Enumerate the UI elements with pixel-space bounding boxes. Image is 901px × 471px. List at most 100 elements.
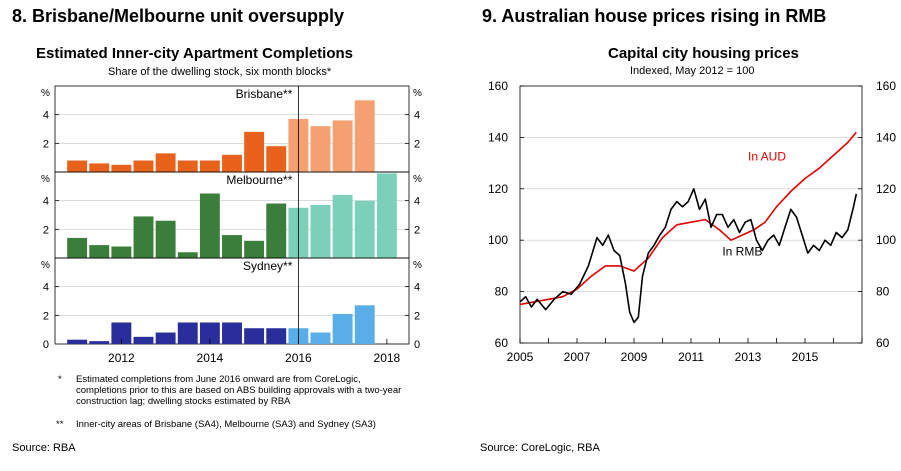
y-tick-label: 4 [43,196,49,208]
x-tick-label: 2014 [197,351,224,365]
bar [133,336,154,344]
y-tick-label: 2 [414,138,420,150]
bar [376,173,397,258]
bar [133,160,154,172]
y-tick-label: 2 [414,224,420,236]
x-tick-label: 2018 [374,351,401,365]
y-tick-label: 60 [876,336,890,350]
y-tick-label: 2 [414,310,420,322]
bar [199,193,220,258]
right-heading: 9. Australian house prices rising in RMB [482,6,827,26]
y-tick-label: 140 [876,130,896,144]
x-tick-label: 2015 [792,350,819,364]
y-tick-label: 2 [43,310,49,322]
y-tick-label: 4 [414,110,420,122]
house-price-line-chart: 60 60 80 80 100 100 120 120 140 140 160 160 2005 2007… [488,79,896,364]
x-tick-label: 2016 [285,351,312,365]
y-tick-label: 4 [414,196,420,208]
x-tick-label: 2011 [678,350,704,364]
y-tick-label: 4 [414,282,420,294]
y-unit-label: % [41,88,50,99]
y-tick-label: 100 [876,233,896,247]
bar [177,160,198,172]
y-tick-label: 140 [488,130,508,144]
bar [332,313,353,344]
left-chart-subtitle: Share of the dwelling stock, six month b… [108,66,332,78]
left-source: Source: RBA [12,442,76,454]
bar [332,120,353,172]
left-heading: 8. Brisbane/Melbourne unit oversupply [12,6,345,26]
y-tick-label: 60 [495,336,509,350]
bar [266,203,287,258]
series-label: In RMB [722,245,762,259]
y-tick-label: 0 [43,339,49,351]
bar [244,328,265,344]
bar [222,154,242,172]
y-tick-label: 160 [876,79,896,93]
bar [222,235,242,258]
bar [155,332,176,344]
x-tick-label: 2013 [735,350,762,364]
y-tick-label: 80 [495,285,509,299]
panel-label: Melbourne** [226,173,292,187]
y-tick-label: 100 [488,233,508,247]
bar [266,146,287,172]
bar [67,339,88,344]
bar [177,322,198,344]
bar [67,237,88,258]
bar [199,322,220,344]
bar [177,252,198,258]
x-tick-label: 2009 [621,350,648,364]
footnote-mark-2: ** [56,419,64,430]
y-tick-label: 160 [488,79,508,93]
y-unit-label: % [413,174,422,185]
bar [111,246,132,258]
bar [310,204,331,258]
y-tick-label: 80 [876,285,890,299]
y-unit-label: % [413,260,422,271]
plot-frame [519,85,863,344]
footnote-text-1: Estimated completions from June 2016 onw… [76,374,402,407]
bar [155,153,176,172]
y-tick-label: 2 [43,138,49,150]
bar [310,332,331,344]
bar [67,160,88,172]
y-unit-label: % [413,88,422,99]
x-tick-label: 2005 [507,350,534,364]
bar [89,163,110,172]
footnote-mark-1: * [58,374,62,385]
series-label: In AUD [748,150,786,164]
panel-label: Sydney** [243,259,293,273]
y-tick-label: 0 [414,339,420,351]
completions-bar-chart: 2 2 4 4% % Brisbane** 2 2 4 4% % Melbourne** 2 2 4 4% % S… [41,85,422,365]
right-chart-title: Capital city housing prices [608,45,799,62]
bar [354,100,375,172]
bar [89,341,110,344]
bar [89,245,110,258]
series-line [519,131,857,306]
y-unit-label: % [41,174,50,185]
bar [244,131,265,172]
right-chart-subtitle: Indexed, May 2012 = 100 [630,65,755,77]
bar [155,220,176,258]
x-tick-label: 2007 [564,350,591,364]
bar [111,322,132,344]
bar [354,200,375,258]
bar [354,305,375,344]
x-tick-label: 2012 [108,351,135,365]
right-source: Source: CoreLogic, RBA [480,442,600,454]
panel-label: Brisbane** [236,87,293,101]
bar [199,160,220,172]
footnote-text-2: Inner-city areas of Brisbane (SA4), Melb… [76,419,376,430]
bar [310,126,331,172]
bar [133,216,154,258]
y-tick-label: 120 [488,182,508,196]
y-tick-label: 2 [43,224,49,236]
bar [222,322,242,344]
bar [111,164,132,172]
y-unit-label: % [41,260,50,271]
left-chart-title: Estimated Inner-city Apartment Completio… [36,45,353,62]
y-tick-label: 120 [876,182,896,196]
y-tick-label: 4 [43,282,49,294]
bar [332,194,353,258]
